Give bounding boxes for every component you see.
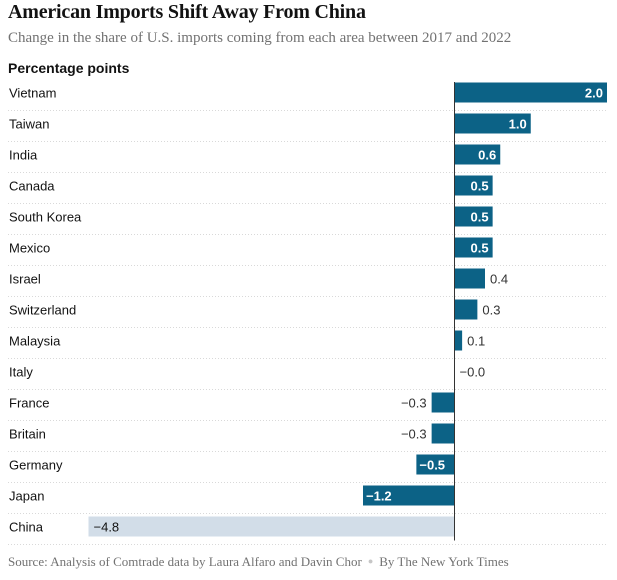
credit-text: By The New York Times — [379, 554, 509, 569]
bar-mexico — [454, 237, 493, 258]
value-label-india: 0.6 — [478, 148, 496, 163]
bar-vietnam — [454, 82, 607, 103]
bar-france — [431, 392, 455, 413]
unit-label: Percentage points — [8, 60, 130, 76]
bar-britain — [431, 423, 455, 444]
value-label-switzerland: 0.3 — [482, 303, 500, 318]
value-label-israel: 0.4 — [490, 272, 508, 287]
bar-canada — [454, 175, 493, 196]
bar-switzerland — [454, 299, 478, 320]
source-text: Source: Analysis of Comtrade data by Lau… — [8, 554, 362, 569]
bar-germany — [416, 454, 455, 475]
value-label-vietnam: 2.0 — [585, 86, 603, 101]
value-label-taiwan: 1.0 — [509, 117, 527, 132]
value-label-italy: −0.0 — [460, 365, 486, 380]
bar-chart: Vietnam 2.0 Taiwan 1.0 India 0.6 Canada 0.5 Sout… — [8, 82, 607, 545]
bar-japan — [363, 485, 455, 506]
category-label-taiwan: Taiwan — [9, 117, 49, 132]
category-label-malaysia: Malaysia — [9, 334, 61, 349]
value-label-france: −0.3 — [401, 396, 427, 411]
category-label-japan: Japan — [9, 489, 44, 504]
value-label-south-korea: 0.5 — [471, 210, 489, 225]
value-label-germany: −0.5 — [419, 458, 445, 473]
category-label-britain: Britain — [9, 427, 46, 442]
bar-taiwan — [454, 113, 531, 134]
category-label-germany: Germany — [9, 458, 63, 473]
source-line: Source: Analysis of Comtrade data by Lau… — [8, 554, 509, 570]
category-label-india: India — [9, 148, 38, 163]
separator-dot-icon: ● — [367, 556, 374, 566]
value-label-japan: −1.2 — [366, 489, 392, 504]
bar-south-korea — [454, 206, 493, 227]
bar-india — [454, 144, 501, 165]
value-label-china: −4.8 — [94, 520, 120, 535]
category-label-italy: Italy — [9, 365, 33, 380]
category-label-china: China — [9, 520, 44, 535]
category-label-south-korea: South Korea — [9, 210, 82, 225]
category-label-france: France — [9, 396, 49, 411]
category-label-mexico: Mexico — [9, 241, 50, 256]
category-label-vietnam: Vietnam — [9, 86, 56, 101]
value-label-canada: 0.5 — [471, 179, 489, 194]
value-label-britain: −0.3 — [401, 427, 427, 442]
chart-title: American Imports Shift Away From China — [8, 1, 366, 23]
value-label-mexico: 0.5 — [471, 241, 489, 256]
value-label-malaysia: 0.1 — [467, 334, 485, 349]
bar-china — [88, 516, 455, 537]
bar-malaysia — [454, 330, 463, 351]
category-label-israel: Israel — [9, 272, 41, 287]
category-label-switzerland: Switzerland — [9, 303, 76, 318]
chart-subtitle: Change in the share of U.S. imports comi… — [8, 30, 512, 46]
bar-israel — [454, 268, 485, 289]
category-label-canada: Canada — [9, 179, 55, 194]
